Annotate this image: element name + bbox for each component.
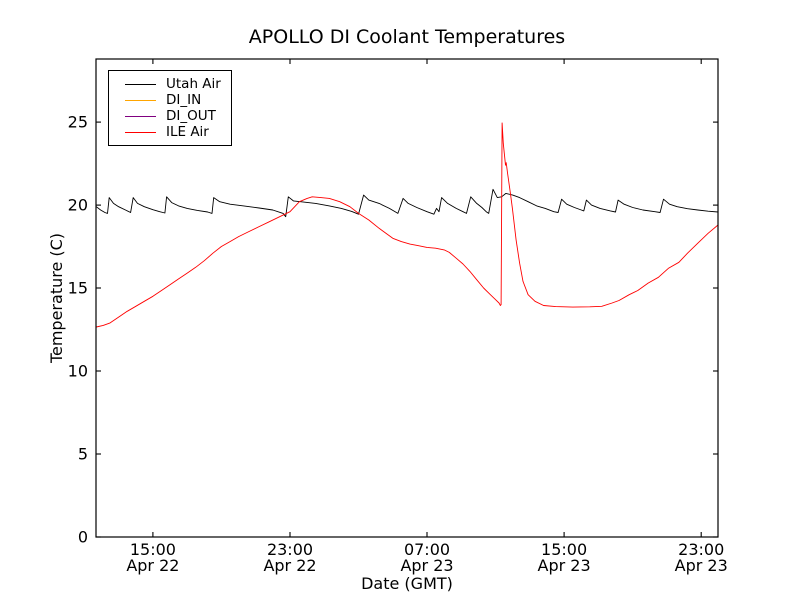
y-tick-label: 15 bbox=[68, 279, 88, 298]
di-out-line-swatch bbox=[125, 115, 156, 117]
legend-label-di-out: DI_OUT bbox=[166, 108, 216, 124]
x-tick-label-time: 15:00 bbox=[130, 540, 176, 559]
di-in-line-swatch bbox=[125, 99, 156, 101]
y-tick-label: 0 bbox=[78, 528, 88, 547]
legend-label-ile-air: ILE Air bbox=[166, 124, 209, 140]
y-tick-label: 25 bbox=[68, 113, 88, 132]
legend-label-di-in: DI_IN bbox=[166, 92, 202, 108]
legend-item-ile-air: ILE Air bbox=[125, 124, 231, 140]
y-tick-label: 10 bbox=[68, 362, 88, 381]
chart-title: APOLLO DI Coolant Temperatures bbox=[249, 26, 565, 48]
series-group bbox=[96, 122, 719, 328]
x-tick-label-date: Apr 23 bbox=[538, 556, 591, 575]
y-axis-label: Temperature (C) bbox=[47, 233, 66, 364]
utah-air-line-swatch bbox=[125, 83, 156, 85]
series-line-utah-air bbox=[96, 188, 719, 218]
legend-item-di-out: DI_OUT bbox=[125, 108, 231, 124]
legend-label-utah-air: Utah Air bbox=[166, 76, 221, 92]
ile-air-line-swatch bbox=[125, 131, 156, 133]
series-line-ile-air bbox=[96, 122, 719, 328]
x-tick-label-time: 07:00 bbox=[404, 540, 450, 559]
x-tick-label-date: Apr 22 bbox=[126, 556, 179, 575]
x-tick-label-date: Apr 23 bbox=[675, 556, 728, 575]
y-tick-label: 20 bbox=[68, 196, 88, 215]
x-tick-label-date: Apr 23 bbox=[400, 556, 453, 575]
legend: Utah Air DI_IN DI_OUT ILE Air bbox=[108, 70, 232, 146]
x-tick-label-time: 15:00 bbox=[541, 540, 587, 559]
legend-item-utah-air: Utah Air bbox=[125, 76, 231, 92]
x-tick-label-time: 23:00 bbox=[678, 540, 724, 559]
x-axis-label: Date (GMT) bbox=[361, 574, 453, 593]
x-tick-label-date: Apr 22 bbox=[263, 556, 316, 575]
legend-item-di-in: DI_IN bbox=[125, 92, 231, 108]
x-tick-label-time: 23:00 bbox=[267, 540, 313, 559]
y-tick-label: 5 bbox=[78, 445, 88, 464]
plot-frame bbox=[95, 58, 719, 538]
